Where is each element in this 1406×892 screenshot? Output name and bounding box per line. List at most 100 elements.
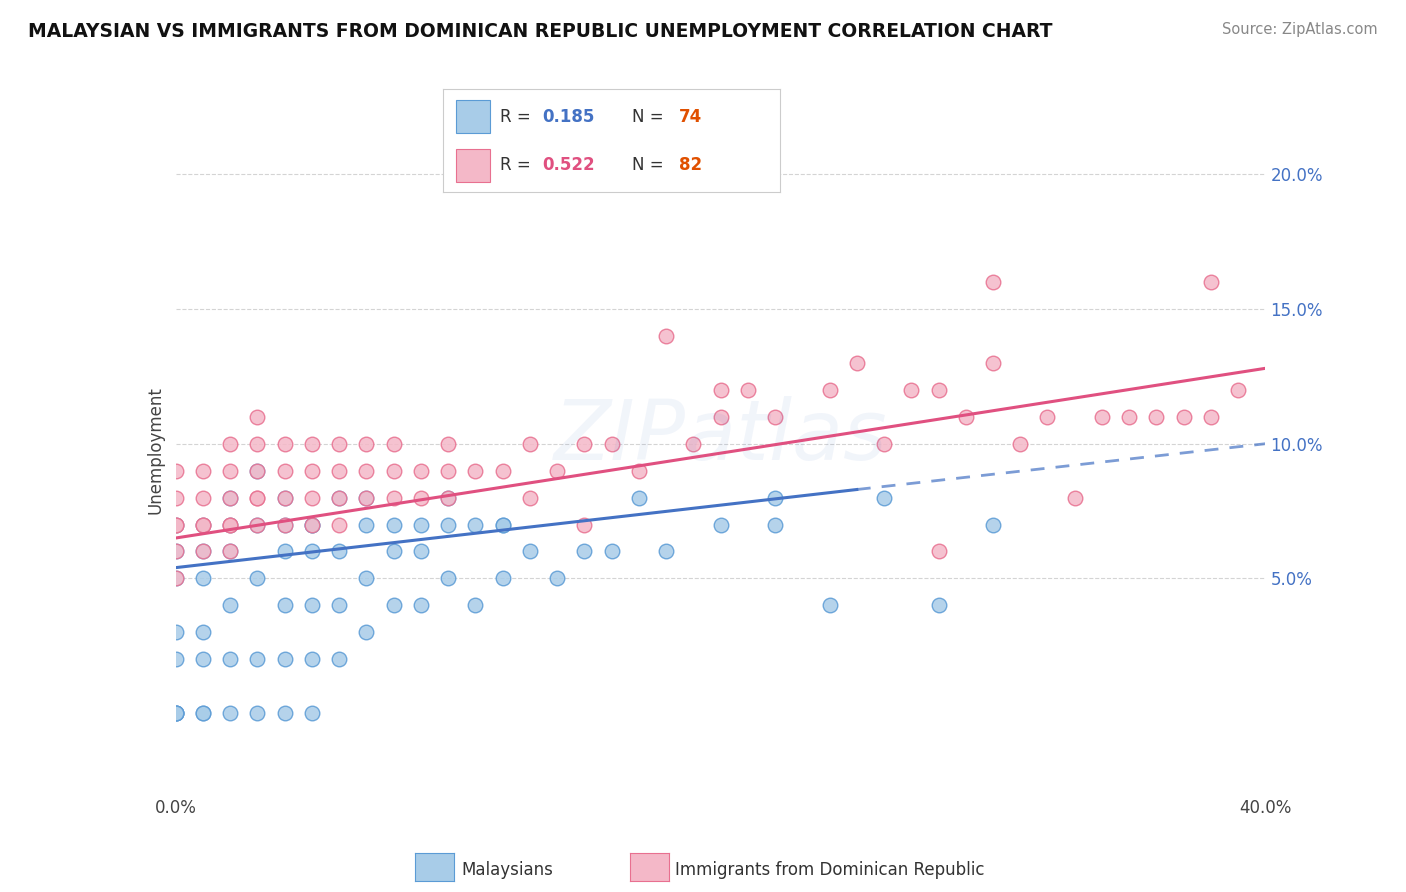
Point <box>191 517 214 532</box>
Point <box>1144 409 1167 424</box>
Point <box>1199 409 1222 424</box>
Point <box>356 491 378 505</box>
Point <box>274 491 297 505</box>
Point <box>409 491 432 505</box>
Point <box>165 544 187 558</box>
Point <box>655 544 678 558</box>
Point <box>519 436 541 450</box>
Point <box>1010 436 1032 450</box>
Point <box>627 464 650 478</box>
Point <box>219 517 242 532</box>
Point <box>219 652 242 666</box>
Point <box>165 625 187 640</box>
Point <box>219 517 242 532</box>
Point <box>409 517 432 532</box>
Text: MALAYSIAN VS IMMIGRANTS FROM DOMINICAN REPUBLIC UNEMPLOYMENT CORRELATION CHART: MALAYSIAN VS IMMIGRANTS FROM DOMINICAN R… <box>28 22 1053 41</box>
Point <box>274 517 297 532</box>
Point <box>763 517 786 532</box>
Point <box>981 275 1004 289</box>
Point <box>274 544 297 558</box>
Point <box>191 625 214 640</box>
Point <box>165 464 187 478</box>
Point <box>492 571 515 585</box>
Point <box>165 491 187 505</box>
Point <box>165 571 187 585</box>
Point <box>710 383 733 397</box>
Point <box>873 436 896 450</box>
Point <box>382 436 405 450</box>
Point <box>818 599 841 613</box>
Point <box>1173 409 1195 424</box>
Point <box>492 464 515 478</box>
Point <box>519 544 541 558</box>
Point <box>519 491 541 505</box>
Point <box>437 464 460 478</box>
Point <box>301 517 323 532</box>
Point <box>328 436 350 450</box>
Point <box>246 517 269 532</box>
Point <box>710 517 733 532</box>
Point <box>328 491 350 505</box>
Point <box>845 356 868 370</box>
Point <box>574 436 596 450</box>
Text: ZIPatlas: ZIPatlas <box>554 396 887 477</box>
Point <box>437 491 460 505</box>
Point <box>955 409 977 424</box>
Point <box>246 491 269 505</box>
Point <box>546 464 568 478</box>
Point <box>191 517 214 532</box>
Point <box>382 491 405 505</box>
Point <box>737 383 759 397</box>
Y-axis label: Unemployment: Unemployment <box>146 386 165 515</box>
Text: Malaysians: Malaysians <box>461 861 553 879</box>
Point <box>682 436 704 450</box>
Point <box>328 464 350 478</box>
Point <box>546 571 568 585</box>
Point <box>382 517 405 532</box>
Point <box>165 571 187 585</box>
Point <box>1227 383 1250 397</box>
Point <box>437 517 460 532</box>
Point <box>246 517 269 532</box>
Point <box>437 491 460 505</box>
Point <box>574 544 596 558</box>
Bar <box>457 101 491 133</box>
Point <box>165 706 187 720</box>
Point <box>246 491 269 505</box>
Point <box>246 652 269 666</box>
Point <box>409 599 432 613</box>
Point <box>274 491 297 505</box>
Point <box>928 599 950 613</box>
Point <box>219 491 242 505</box>
Point <box>763 409 786 424</box>
Point <box>301 517 323 532</box>
Text: 74: 74 <box>679 108 703 126</box>
Point <box>274 517 297 532</box>
Point <box>1036 409 1059 424</box>
Point <box>274 436 297 450</box>
Point <box>191 544 214 558</box>
Point <box>818 383 841 397</box>
Point <box>246 706 269 720</box>
Point <box>328 544 350 558</box>
Point <box>900 383 922 397</box>
Point <box>328 517 350 532</box>
Point <box>627 491 650 505</box>
Point <box>710 409 733 424</box>
Point <box>301 464 323 478</box>
Point <box>219 491 242 505</box>
Point <box>301 436 323 450</box>
Point <box>274 464 297 478</box>
Text: R =: R = <box>501 108 536 126</box>
Point <box>600 436 623 450</box>
Point <box>328 652 350 666</box>
Point <box>409 464 432 478</box>
Point <box>1063 491 1085 505</box>
Point <box>274 599 297 613</box>
Point <box>356 517 378 532</box>
Point <box>356 625 378 640</box>
Point <box>382 599 405 613</box>
Point <box>191 517 214 532</box>
Point <box>165 544 187 558</box>
Point <box>219 464 242 478</box>
